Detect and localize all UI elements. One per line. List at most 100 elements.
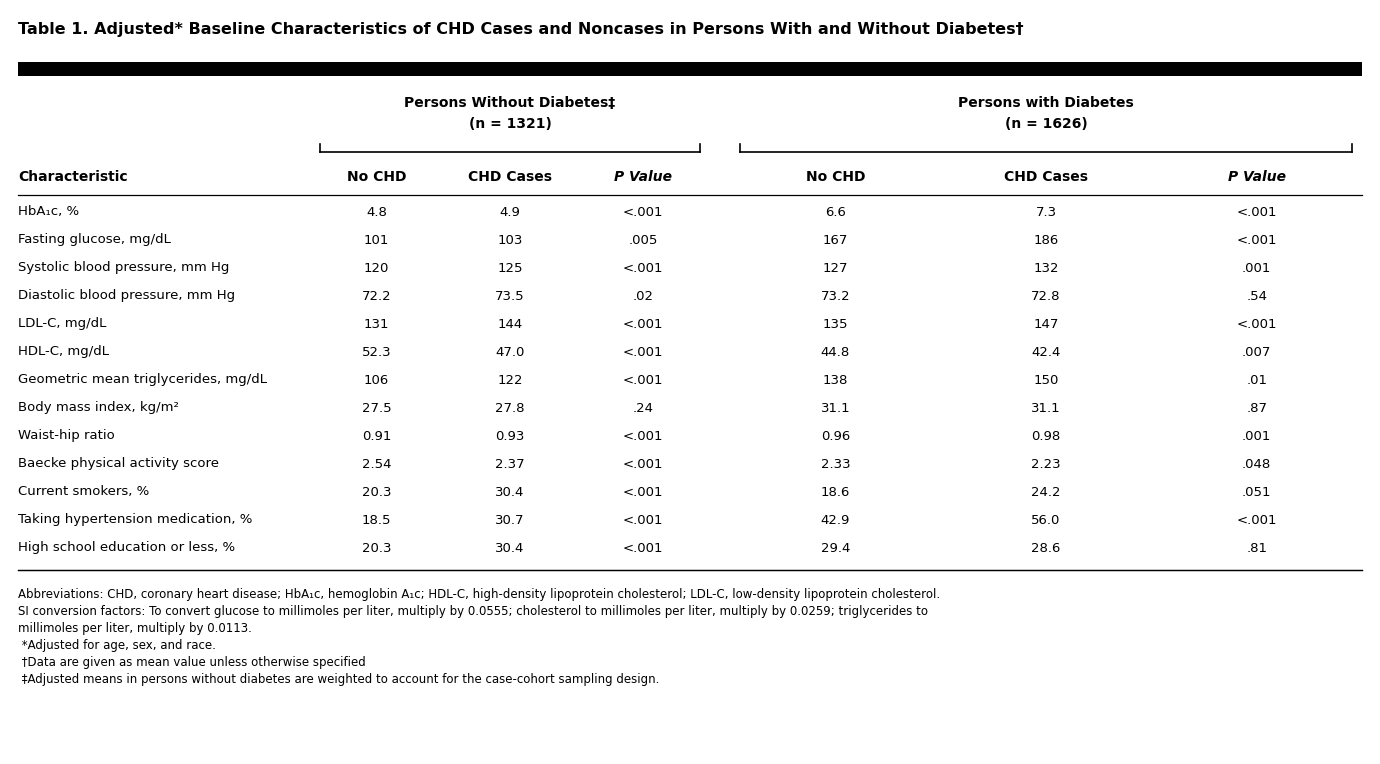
Text: P Value: P Value xyxy=(614,170,672,184)
Text: P Value: P Value xyxy=(1228,170,1286,184)
Text: .001: .001 xyxy=(1242,261,1271,274)
Text: 0.96: 0.96 xyxy=(821,429,850,442)
Text: millimoles per liter, multiply by 0.0113.: millimoles per liter, multiply by 0.0113… xyxy=(18,622,253,635)
Text: 2.54: 2.54 xyxy=(362,458,392,471)
Text: 20.3: 20.3 xyxy=(362,485,392,498)
Text: *Adjusted for age, sex, and race.: *Adjusted for age, sex, and race. xyxy=(18,639,215,652)
Text: .005: .005 xyxy=(629,234,658,247)
Text: <.001: <.001 xyxy=(1236,318,1276,331)
Text: 0.91: 0.91 xyxy=(362,429,392,442)
Text: 24.2: 24.2 xyxy=(1031,485,1061,498)
Text: (n = 1321): (n = 1321) xyxy=(469,117,552,131)
Text: 73.2: 73.2 xyxy=(821,290,850,303)
Text: <.001: <.001 xyxy=(624,429,664,442)
Text: 42.4: 42.4 xyxy=(1031,345,1061,358)
Text: 0.98: 0.98 xyxy=(1031,429,1061,442)
Text: <.001: <.001 xyxy=(624,513,664,526)
Text: .24: .24 xyxy=(633,402,654,415)
Text: 52.3: 52.3 xyxy=(362,345,392,358)
Text: ‡Adjusted means in persons without diabetes are weighted to account for the case: ‡Adjusted means in persons without diabe… xyxy=(18,673,660,686)
Text: 18.6: 18.6 xyxy=(821,485,850,498)
Text: 2.23: 2.23 xyxy=(1031,458,1061,471)
Text: <.001: <.001 xyxy=(624,345,664,358)
Text: 120: 120 xyxy=(364,261,389,274)
Text: †Data are given as mean value unless otherwise specified: †Data are given as mean value unless oth… xyxy=(18,656,366,669)
Text: Waist-hip ratio: Waist-hip ratio xyxy=(18,429,115,442)
Text: HDL-C, mg/dL: HDL-C, mg/dL xyxy=(18,345,109,358)
Text: Characteristic: Characteristic xyxy=(18,170,127,184)
Text: Baecke physical activity score: Baecke physical activity score xyxy=(18,458,219,471)
Text: .001: .001 xyxy=(1242,429,1271,442)
Text: .54: .54 xyxy=(1246,290,1267,303)
Text: LDL-C, mg/dL: LDL-C, mg/dL xyxy=(18,318,106,331)
Text: Fasting glucose, mg/dL: Fasting glucose, mg/dL xyxy=(18,234,171,247)
Text: 127: 127 xyxy=(822,261,849,274)
Text: 2.33: 2.33 xyxy=(821,458,850,471)
Text: 132: 132 xyxy=(1034,261,1058,274)
Text: <.001: <.001 xyxy=(624,542,664,555)
Text: Current smokers, %: Current smokers, % xyxy=(18,485,149,498)
Text: 0.93: 0.93 xyxy=(495,429,524,442)
Text: 131: 131 xyxy=(364,318,389,331)
Text: SI conversion factors: To convert glucose to millimoles per liter, multiply by 0: SI conversion factors: To convert glucos… xyxy=(18,605,927,618)
Text: High school education or less, %: High school education or less, % xyxy=(18,542,235,555)
Text: 167: 167 xyxy=(822,234,849,247)
Text: 42.9: 42.9 xyxy=(821,513,850,526)
Text: 20.3: 20.3 xyxy=(362,542,392,555)
Text: 135: 135 xyxy=(822,318,849,331)
Text: Persons Without Diabetes‡: Persons Without Diabetes‡ xyxy=(404,96,615,110)
Text: 103: 103 xyxy=(497,234,523,247)
Text: <.001: <.001 xyxy=(1236,234,1276,247)
Text: 27.8: 27.8 xyxy=(495,402,524,415)
Text: .048: .048 xyxy=(1242,458,1271,471)
Text: 30.7: 30.7 xyxy=(495,513,524,526)
Text: 56.0: 56.0 xyxy=(1031,513,1061,526)
Text: Systolic blood pressure, mm Hg: Systolic blood pressure, mm Hg xyxy=(18,261,229,274)
Text: 186: 186 xyxy=(1034,234,1058,247)
Text: 18.5: 18.5 xyxy=(362,513,392,526)
Text: 47.0: 47.0 xyxy=(495,345,524,358)
Text: 6.6: 6.6 xyxy=(825,206,846,219)
Bar xyxy=(18,62,1362,76)
Text: <.001: <.001 xyxy=(1236,206,1276,219)
Text: 147: 147 xyxy=(1034,318,1058,331)
Text: .87: .87 xyxy=(1246,402,1267,415)
Text: 122: 122 xyxy=(497,374,523,387)
Text: 101: 101 xyxy=(364,234,389,247)
Text: 30.4: 30.4 xyxy=(495,542,524,555)
Text: 28.6: 28.6 xyxy=(1031,542,1061,555)
Text: 72.8: 72.8 xyxy=(1031,290,1061,303)
Text: .007: .007 xyxy=(1242,345,1271,358)
Text: 31.1: 31.1 xyxy=(821,402,850,415)
Text: <.001: <.001 xyxy=(624,485,664,498)
Text: 125: 125 xyxy=(497,261,523,274)
Text: Abbreviations: CHD, coronary heart disease; HbA₁c, hemoglobin A₁c; HDL-C, high-d: Abbreviations: CHD, coronary heart disea… xyxy=(18,588,940,601)
Text: Table 1. Adjusted* Baseline Characteristics of CHD Cases and Noncases in Persons: Table 1. Adjusted* Baseline Characterist… xyxy=(18,22,1024,37)
Text: Geometric mean triglycerides, mg/dL: Geometric mean triglycerides, mg/dL xyxy=(18,374,266,387)
Text: 29.4: 29.4 xyxy=(821,542,850,555)
Text: Body mass index, kg/m²: Body mass index, kg/m² xyxy=(18,402,179,415)
Text: 4.9: 4.9 xyxy=(500,206,520,219)
Text: (n = 1626): (n = 1626) xyxy=(1005,117,1087,131)
Text: <.001: <.001 xyxy=(624,206,664,219)
Text: .01: .01 xyxy=(1246,374,1267,387)
Text: .81: .81 xyxy=(1246,542,1267,555)
Text: <.001: <.001 xyxy=(624,261,664,274)
Text: Persons with Diabetes: Persons with Diabetes xyxy=(958,96,1134,110)
Text: .02: .02 xyxy=(633,290,654,303)
Text: 144: 144 xyxy=(497,318,523,331)
Text: 106: 106 xyxy=(364,374,389,387)
Text: <.001: <.001 xyxy=(1236,513,1276,526)
Text: 72.2: 72.2 xyxy=(362,290,392,303)
Text: 150: 150 xyxy=(1034,374,1058,387)
Text: 44.8: 44.8 xyxy=(821,345,850,358)
Text: No CHD: No CHD xyxy=(806,170,865,184)
Text: 7.3: 7.3 xyxy=(1035,206,1057,219)
Text: <.001: <.001 xyxy=(624,458,664,471)
Text: CHD Cases: CHD Cases xyxy=(1005,170,1087,184)
Text: <.001: <.001 xyxy=(624,318,664,331)
Text: CHD Cases: CHD Cases xyxy=(468,170,552,184)
Text: 138: 138 xyxy=(822,374,849,387)
Text: 4.8: 4.8 xyxy=(366,206,388,219)
Text: <.001: <.001 xyxy=(624,374,664,387)
